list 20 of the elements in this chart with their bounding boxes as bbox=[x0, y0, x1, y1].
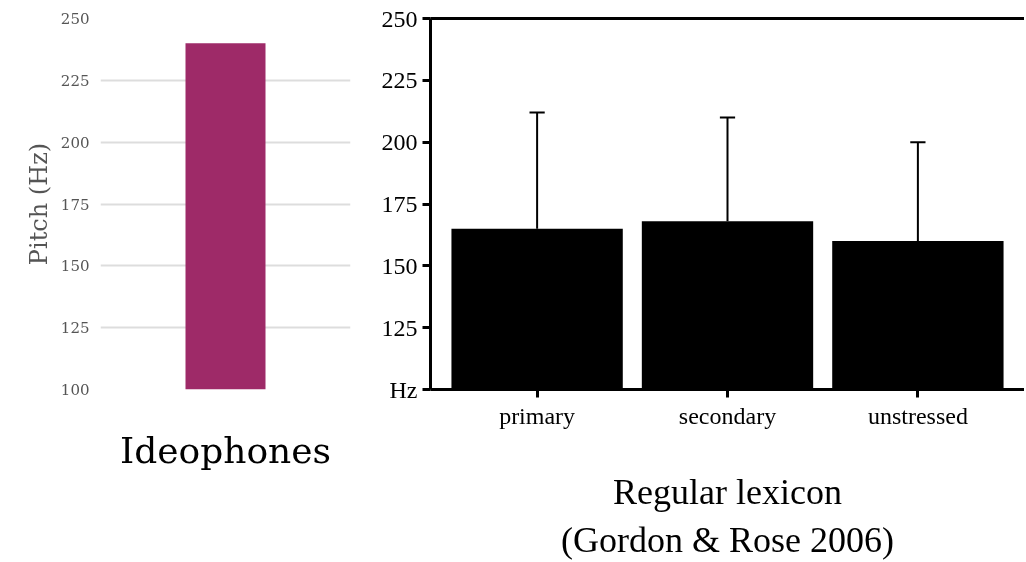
y-tick-label: 175 bbox=[60, 195, 90, 214]
y-tick-label: 250 bbox=[60, 10, 90, 28]
y-tick-label: 225 bbox=[381, 67, 418, 94]
y-tick-label: 200 bbox=[381, 129, 418, 156]
y-tick-label: 225 bbox=[60, 71, 90, 90]
y-tick-label: 150 bbox=[381, 252, 418, 279]
x-axis-title: Regular lexicon (Gordon & Rose 2006) bbox=[561, 471, 894, 560]
y-tick-label: Hz bbox=[389, 376, 418, 403]
y-tick-label: 200 bbox=[60, 133, 90, 152]
y-tick-label: 250 bbox=[381, 5, 418, 32]
y-tick-label: 175 bbox=[381, 191, 418, 217]
x-tick-label: secondary bbox=[678, 402, 777, 429]
x-axis-title: Ideophones bbox=[119, 429, 332, 471]
y-axis-title: Pitch (Hz) bbox=[24, 142, 53, 266]
y-tick-label: 100 bbox=[60, 381, 90, 399]
y-tick-label: 125 bbox=[60, 319, 90, 338]
y-tick-label: 125 bbox=[381, 314, 418, 341]
y-tick-label: 150 bbox=[60, 257, 90, 276]
x-tick-label: primary bbox=[499, 402, 576, 429]
x-tick-label: unstressed bbox=[867, 402, 968, 429]
